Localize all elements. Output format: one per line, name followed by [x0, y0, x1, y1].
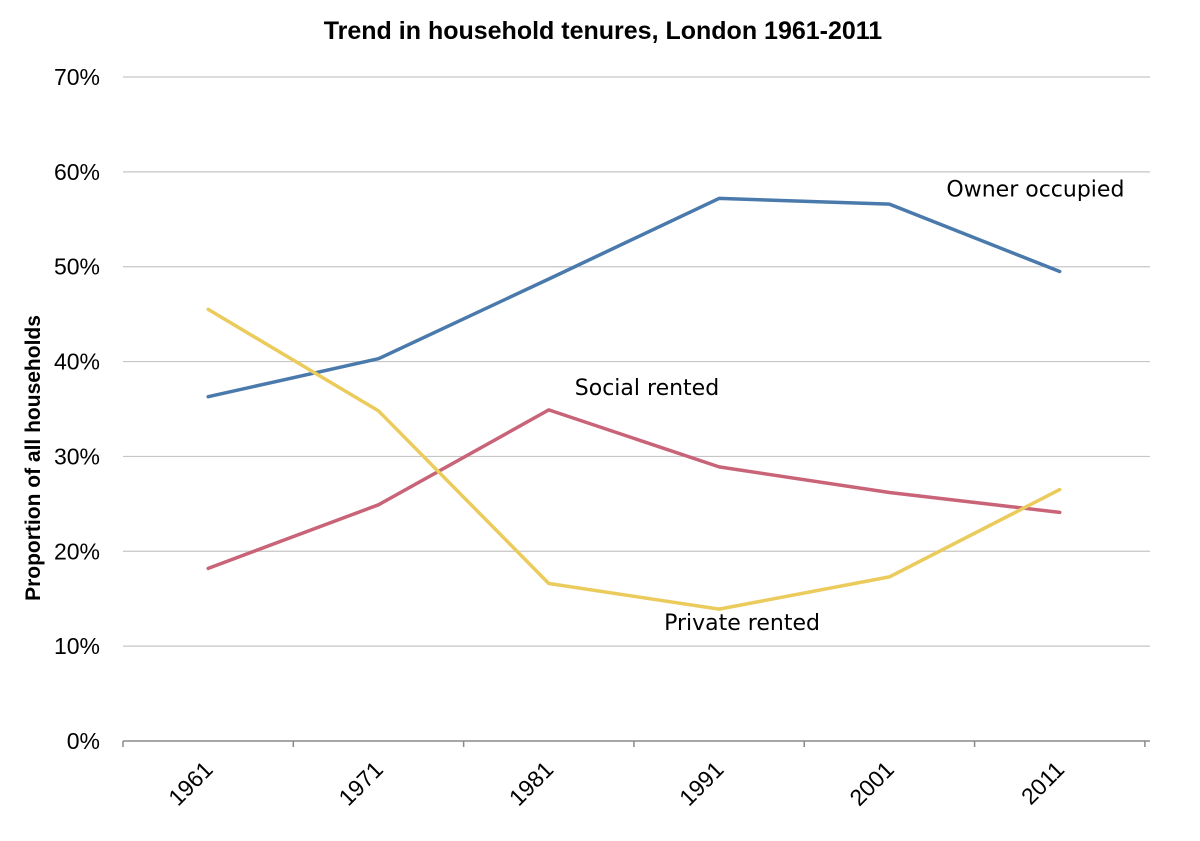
y-axis-label: Proportion of all households: [22, 315, 45, 601]
chart-title: Trend in household tenures, London 1961-…: [324, 17, 883, 45]
y-tick-label: 70%: [54, 64, 100, 90]
y-tick-label: 10%: [54, 633, 100, 659]
series-lines: [206, 196, 1062, 611]
series-label-private-rented: Private rented: [664, 611, 820, 636]
y-tick-label: 0%: [67, 728, 100, 754]
y-tick-label: 40%: [54, 349, 100, 375]
gridlines: [123, 76, 1150, 647]
series-labels: Owner occupied Social rented Private rente…: [575, 178, 1125, 636]
x-tick-label: 1971: [333, 756, 388, 811]
x-tick-labels: 1961 1971 1981 1991 2001 2011: [163, 756, 1069, 811]
x-axis: [122, 740, 1150, 747]
x-tick-label: 1961: [163, 756, 218, 811]
y-tick-label: 60%: [54, 159, 100, 185]
series-label-social-rented: Social rented: [575, 376, 719, 401]
series-line-owner-occupied: [206, 196, 1062, 399]
series-label-owner-occupied: Owner occupied: [946, 178, 1124, 203]
series-line-private-rented: [206, 307, 1062, 611]
y-tick-label: 20%: [54, 538, 100, 564]
y-tick-label: 30%: [54, 443, 100, 469]
series-line-social-rented: [206, 408, 1062, 571]
x-tick-label: 1981: [504, 756, 559, 811]
x-tick-label: 1991: [674, 756, 729, 811]
x-tick-label: 2001: [844, 756, 899, 811]
y-tick-labels: 0% 10% 20% 30% 40% 50% 60% 70%: [54, 64, 100, 754]
x-tick-label: 2011: [1016, 756, 1069, 809]
y-tick-label: 50%: [54, 254, 100, 280]
